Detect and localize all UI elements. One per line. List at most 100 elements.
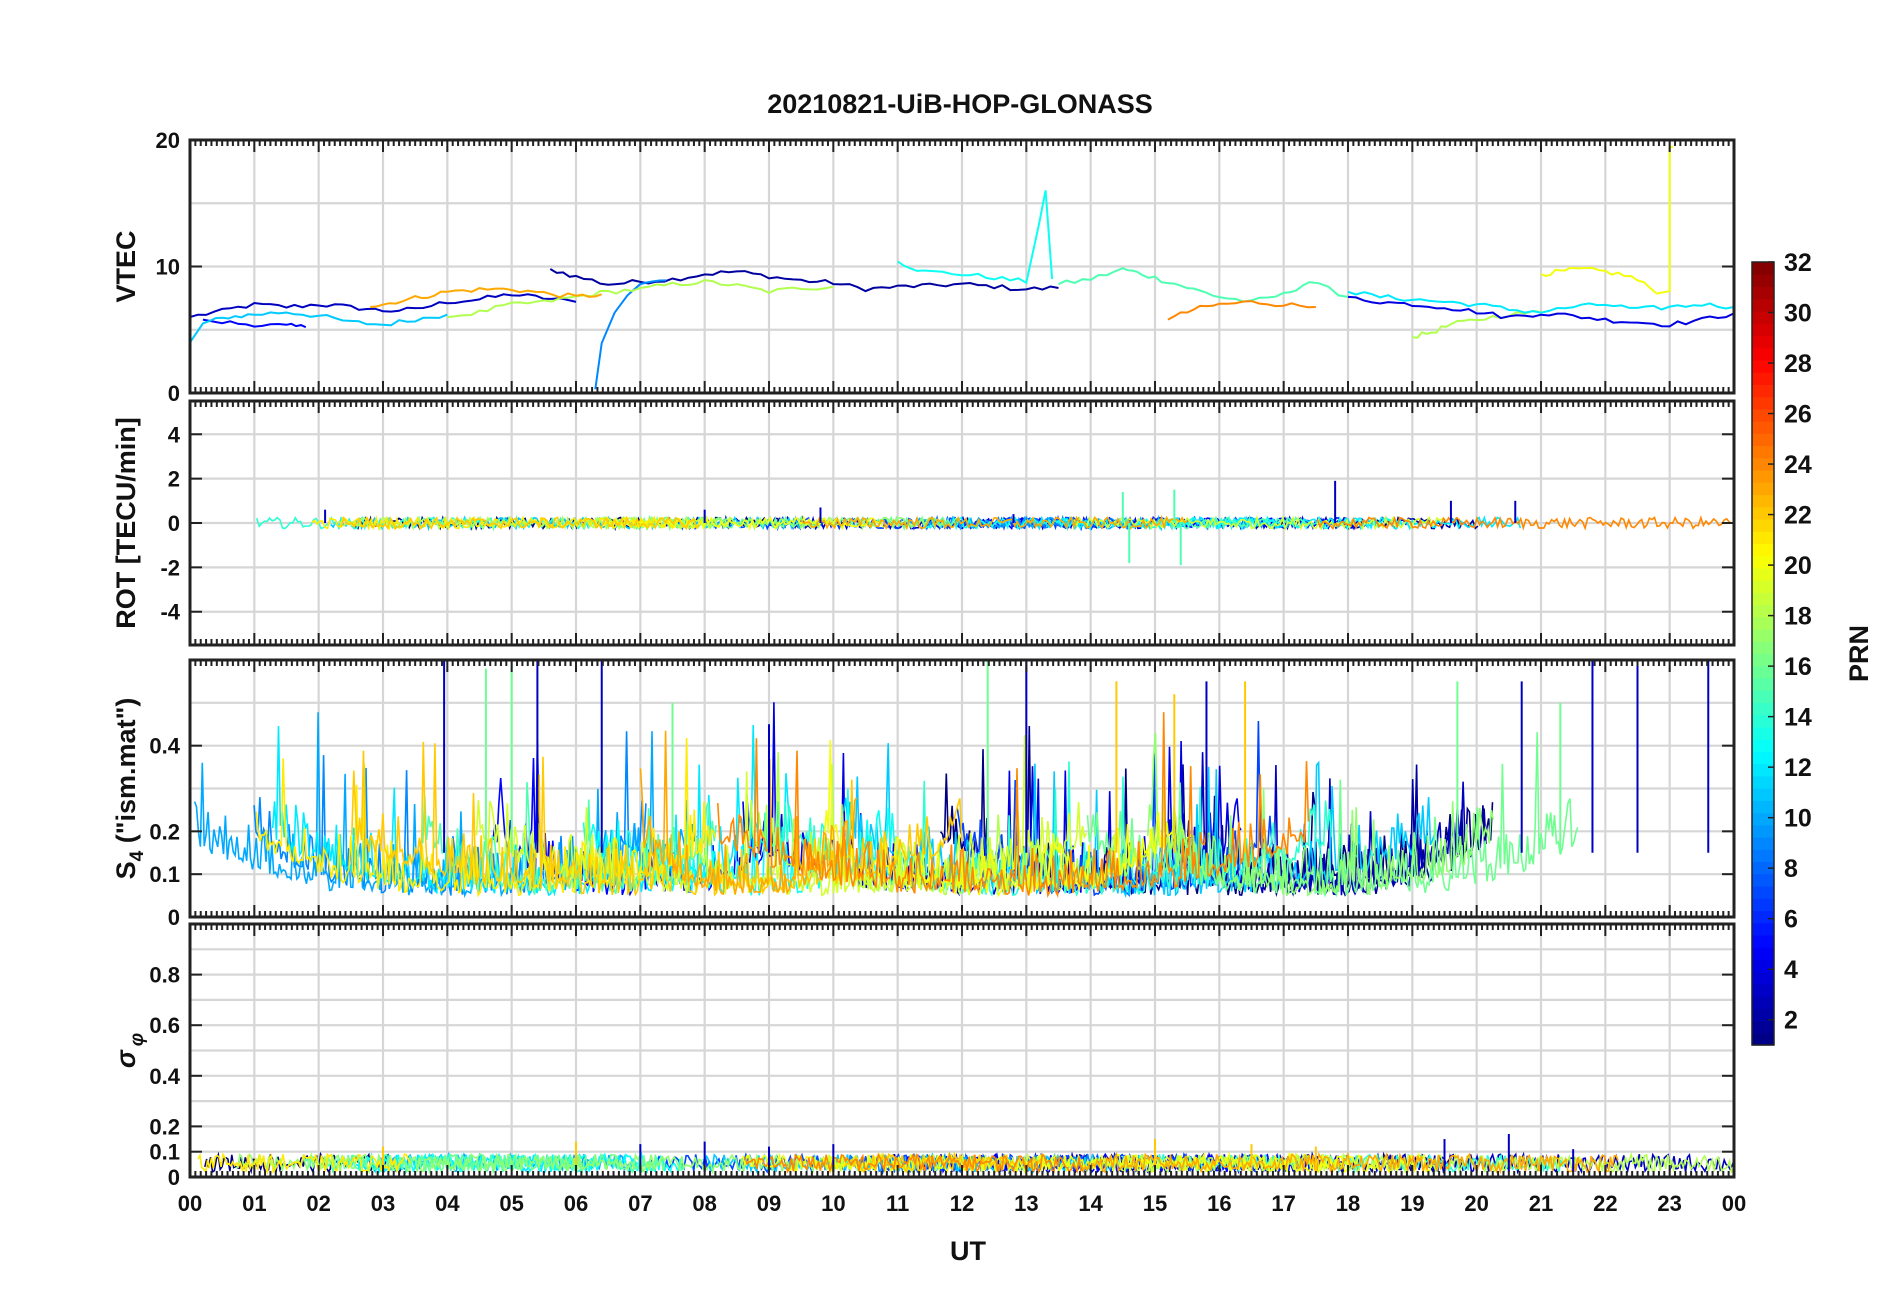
x-tick-label: 09	[757, 1191, 781, 1216]
x-tick-label: 12	[950, 1191, 974, 1216]
series-prn-24	[1167, 300, 1316, 321]
series-prn-17	[235, 1152, 866, 1175]
colorbar-segment	[1752, 996, 1774, 1009]
x-tick-label: 19	[1400, 1191, 1424, 1216]
colorbar-segment	[1752, 629, 1774, 642]
colorbar-segment	[1752, 543, 1774, 557]
series-prn-3	[190, 293, 577, 319]
colorbar-frame	[1751, 261, 1775, 1046]
series-prn-23	[1080, 1151, 1619, 1175]
colorbar-tick-label: 20	[1784, 552, 1812, 580]
series-prn-2	[549, 268, 1059, 293]
series-prn-11	[843, 743, 1436, 898]
y-tick-label: 0.1	[149, 1140, 180, 1165]
y-axis-label: σφ	[111, 1033, 148, 1068]
y-tick-label: 0	[168, 511, 180, 536]
panel-data	[193, 660, 1710, 899]
x-ticks	[189, 401, 1735, 645]
colorbar-label: PRN	[1844, 625, 1874, 682]
x-tick-label: 16	[1207, 1191, 1231, 1216]
x-tick-label: 17	[1271, 1191, 1295, 1216]
series-prn-4	[1347, 295, 1734, 328]
colorbar-segment	[1752, 494, 1774, 508]
panel-vtec: 0 10 20 VTEC	[111, 128, 1736, 406]
x-tick-label: 00	[178, 1191, 202, 1216]
y-axis-label: S4 ("ism.mat")	[111, 698, 148, 880]
colorbar-segment	[1752, 873, 1774, 887]
panel-rot: -4 -2 0 2 4 ROT [TECU/min]	[111, 399, 1736, 647]
series-prn-23	[370, 287, 603, 308]
series-prn-22	[340, 515, 700, 531]
colorbar-segment	[1752, 702, 1774, 716]
colorbar-segment	[1752, 861, 1774, 875]
series-prn-18	[447, 279, 834, 319]
colorbar-segment	[1752, 506, 1774, 520]
series-prn-17	[1147, 732, 1494, 897]
colorbar-segment	[1752, 372, 1774, 385]
panel-sigma_phi: 00.10.2 0.4 0.6 0.8 σφ	[111, 922, 1736, 1190]
colorbar-segment	[1752, 885, 1774, 899]
colorbar-segment	[1752, 531, 1774, 544]
x-ticks	[189, 660, 1735, 918]
colorbar-tick-label: 8	[1784, 855, 1798, 883]
colorbar-segment	[1752, 898, 1774, 912]
panel-s4: 0 0.1 0.2 0.4S4 ("ism.mat")	[111, 658, 1736, 930]
colorbar-segment	[1752, 604, 1774, 618]
colorbar-segment	[1752, 800, 1774, 814]
panel-data	[255, 480, 1732, 566]
x-tick-label: 06	[564, 1191, 588, 1216]
x-tick-label: 21	[1529, 1191, 1553, 1216]
y-tick-label: 0.2	[149, 1114, 180, 1139]
colorbar-segment	[1752, 445, 1774, 459]
colorbar-segment	[1752, 1008, 1774, 1022]
series-prn-21	[255, 737, 717, 898]
colorbar-tick-label: 24	[1784, 451, 1812, 479]
colorbar-tick-label: 30	[1784, 300, 1812, 328]
colorbar-segment	[1752, 592, 1774, 606]
y-tick-label: 4	[168, 422, 181, 447]
colorbar-segment	[1752, 983, 1774, 997]
x-tick-label: 23	[1657, 1191, 1681, 1216]
series-prn-24	[1316, 515, 1732, 531]
colorbar-tick-label: 28	[1784, 350, 1812, 378]
colorbar-segment	[1752, 335, 1774, 349]
x-tick-label: 05	[499, 1191, 523, 1216]
colorbar-segment	[1752, 567, 1774, 581]
series-prn-23	[800, 514, 1188, 531]
colorbar-segment	[1752, 310, 1774, 324]
y-tick-label: 0.2	[149, 819, 180, 844]
colorbar-segment	[1752, 922, 1774, 936]
colorbar-segment	[1752, 518, 1774, 532]
panel-data	[197, 1133, 1734, 1176]
colorbar-segment	[1752, 396, 1774, 410]
series-prn-24	[717, 712, 1310, 899]
colorbar-segment	[1752, 959, 1774, 973]
colorbar-segment	[1752, 555, 1774, 569]
series-prn-12	[1031, 515, 1522, 532]
colorbar-segment	[1752, 775, 1774, 789]
y-tick-label: 0	[168, 381, 180, 406]
y-tick-label: 0.8	[149, 963, 180, 988]
x-tick-label: 08	[692, 1191, 716, 1216]
x-tick-label: 13	[1014, 1191, 1038, 1216]
colorbar-tick-label: 10	[1784, 805, 1812, 833]
colorbar-tick-label: 12	[1784, 754, 1812, 782]
x-tick-label: 07	[628, 1191, 652, 1216]
x-axis-label: UT	[950, 1236, 986, 1266]
colorbar-segment	[1752, 323, 1774, 337]
y-tick-label: -4	[160, 600, 180, 625]
colorbar-segment	[1752, 653, 1774, 667]
x-tick-label: 10	[821, 1191, 845, 1216]
colorbar-tick-label: 22	[1784, 502, 1812, 530]
colorbar-segment	[1752, 824, 1774, 838]
x-tick-label: 02	[306, 1191, 330, 1216]
colorbar-segment	[1752, 482, 1774, 496]
y-tick-label: 0	[168, 1165, 180, 1190]
colorbar-segment	[1752, 616, 1774, 630]
series-prn-19	[813, 1151, 1353, 1174]
series-prn-9	[594, 279, 667, 390]
series-prn-13	[897, 190, 1054, 285]
colorbar-tick-label: 2	[1784, 1007, 1798, 1035]
